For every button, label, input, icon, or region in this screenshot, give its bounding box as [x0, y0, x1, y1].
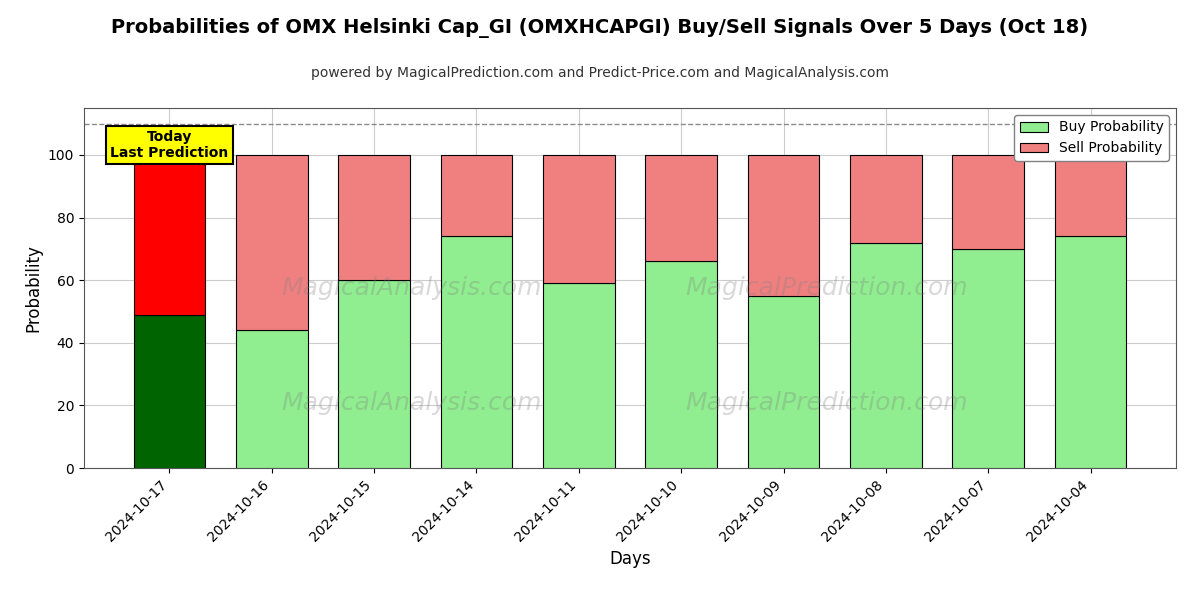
Bar: [953, 155, 1024, 249]
Bar: [440, 236, 512, 468]
Legend: Buy Probability, Sell Probability: Buy Probability, Sell Probability: [1014, 115, 1169, 161]
Text: powered by MagicalPrediction.com and Predict-Price.com and MagicalAnalysis.com: powered by MagicalPrediction.com and Pre…: [311, 66, 889, 80]
Bar: [1055, 236, 1127, 468]
Text: MagicalAnalysis.com: MagicalAnalysis.com: [281, 276, 542, 300]
Bar: [440, 155, 512, 236]
Bar: [236, 330, 307, 468]
Bar: [236, 155, 307, 330]
Text: MagicalAnalysis.com: MagicalAnalysis.com: [281, 391, 542, 415]
Bar: [133, 155, 205, 314]
Text: MagicalPrediction.com: MagicalPrediction.com: [685, 276, 968, 300]
Y-axis label: Probability: Probability: [24, 244, 42, 332]
X-axis label: Days: Days: [610, 550, 650, 568]
Bar: [646, 262, 716, 468]
Bar: [544, 283, 614, 468]
Bar: [338, 280, 410, 468]
Bar: [133, 314, 205, 468]
Bar: [953, 249, 1024, 468]
Bar: [748, 155, 820, 296]
Text: Today
Last Prediction: Today Last Prediction: [110, 130, 228, 160]
Bar: [544, 155, 614, 283]
Text: Probabilities of OMX Helsinki Cap_GI (OMXHCAPGI) Buy/Sell Signals Over 5 Days (O: Probabilities of OMX Helsinki Cap_GI (OM…: [112, 18, 1088, 38]
Bar: [850, 242, 922, 468]
Bar: [850, 155, 922, 242]
Bar: [338, 155, 410, 280]
Bar: [748, 296, 820, 468]
Bar: [646, 155, 716, 262]
Bar: [1055, 155, 1127, 236]
Text: MagicalPrediction.com: MagicalPrediction.com: [685, 391, 968, 415]
